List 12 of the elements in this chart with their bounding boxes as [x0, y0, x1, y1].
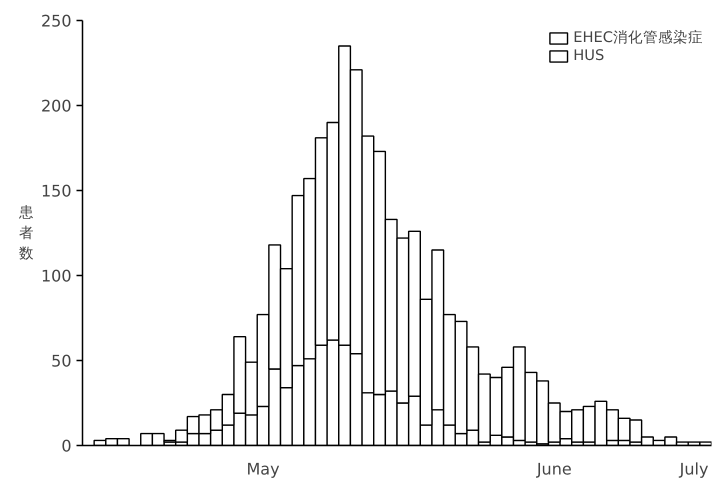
y-tick-label: 0 [61, 436, 72, 456]
y-tick-label: 50 [51, 352, 72, 370]
x-tick-label: May [246, 460, 280, 478]
x-tick-label: July [678, 460, 708, 478]
legend-label: EHEC消化管感染症 [573, 28, 703, 47]
y-axis-title: 患者数 [18, 204, 34, 262]
legend-label: HUS [573, 47, 604, 64]
x-tick-label: June [536, 460, 572, 478]
y-tick-label: 250 [40, 12, 72, 30]
y-tick-label: 200 [40, 96, 72, 116]
y-tick-label: 150 [40, 182, 72, 200]
y-tick-label: 100 [40, 266, 72, 286]
